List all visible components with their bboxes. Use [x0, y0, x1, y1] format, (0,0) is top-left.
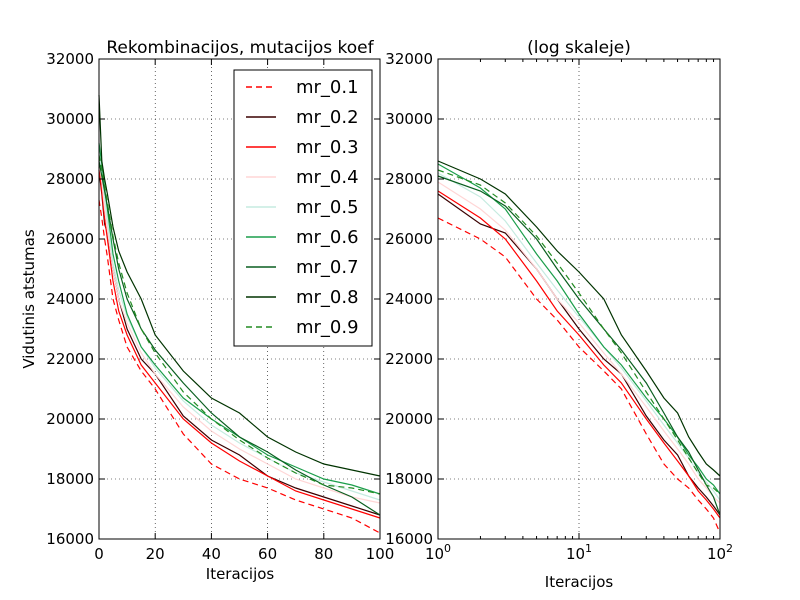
legend-label: mr_0.1: [296, 77, 359, 98]
right-y-tick-label: 30000: [385, 110, 433, 128]
legend-label: mr_0.6: [296, 227, 359, 248]
legend-label: mr_0.8: [296, 287, 359, 308]
left-chart-title: Rekombinacijos, mutacijos koef: [106, 38, 374, 58]
legend-label: mr_0.3: [296, 137, 359, 158]
left-y-tick-label: 28000: [46, 170, 94, 188]
legend-frame: [233, 69, 373, 347]
right-y-tick-label: 32000: [385, 50, 433, 68]
legend: mr_0.1 mr_0.2 mr_0.3 mr_0.4 mr_0.5 mr_0.6 mr_0…: [233, 69, 373, 347]
right-x-axis-label: Iteracijos: [545, 573, 614, 591]
left-x-tick-label: 40: [202, 545, 221, 563]
left-x-axis-label: Iteracijos: [206, 565, 275, 583]
series-line-mr-0-1: [437, 217, 721, 534]
left-y-tick-label: 32000: [46, 50, 94, 68]
left-x-tick-label: 0: [94, 545, 104, 563]
series-line-mr-0-8: [98, 94, 381, 477]
right-chart-title: (log skaleje): [527, 38, 631, 58]
series-line-mr-0-3: [98, 166, 381, 519]
right-ticks: 100 101 102 16000 18000 20000 22000 24000 26000 2…: [385, 50, 733, 563]
right-y-tick-label: 16000: [385, 530, 433, 548]
right-y-tick-label: 22000: [385, 350, 433, 368]
left-y-axis-label: Vidutinis atstumas: [20, 229, 38, 369]
right-y-tick-label: 26000: [385, 230, 433, 248]
right-y-tick-label: 24000: [385, 290, 433, 308]
series-line-mr-0-7: [98, 160, 381, 516]
left-y-tick-label: 24000: [46, 290, 94, 308]
left-x-tick-label: 100: [366, 545, 395, 563]
right-x-tick-label: 102: [707, 542, 733, 563]
series-line-mr-0-9: [98, 154, 381, 495]
series-line-mr-0-4: [98, 160, 381, 504]
right-chart-panel: 100 101 102 16000 18000 20000 22000 24000 26000 2…: [385, 38, 733, 591]
left-y-tick-label: 20000: [46, 410, 94, 428]
series-line-mr-0-2: [437, 193, 721, 516]
series-line-mr-0-7: [437, 175, 721, 516]
left-x-tick-label: 80: [314, 545, 333, 563]
series-line-mr-0-5: [98, 151, 381, 501]
left-y-tick-label: 22000: [46, 350, 94, 368]
series-line-mr-0-4: [437, 181, 721, 504]
series-line-mr-0-9: [437, 169, 721, 495]
left-chart-panel: 0 20 40 60 80 100 16000 18000 20000 22000 24000 260…: [20, 38, 394, 583]
left-y-tick-label: 16000: [46, 530, 94, 548]
series-line-mr-0-3: [437, 190, 721, 519]
right-y-tick-label: 20000: [385, 410, 433, 428]
left-ticks: 0 20 40 60 80 100 16000 18000 20000 22000 24000 260…: [46, 50, 394, 563]
left-y-tick-label: 26000: [46, 230, 94, 248]
right-series-lines: [437, 160, 721, 534]
right-x-tick-label: 100: [425, 542, 451, 563]
left-x-tick-label: 60: [258, 545, 277, 563]
series-line-mr-0-6: [437, 163, 721, 495]
right-y-tick-label: 18000: [385, 470, 433, 488]
legend-label: mr_0.4: [296, 167, 359, 188]
right-x-tick-label: 101: [566, 542, 592, 563]
left-y-tick-label: 30000: [46, 110, 94, 128]
right-y-tick-label: 28000: [385, 170, 433, 188]
legend-label: mr_0.7: [296, 257, 359, 278]
legend-label: mr_0.2: [296, 107, 359, 128]
left-series-lines: [98, 94, 381, 534]
series-line-mr-0-8: [437, 160, 721, 477]
left-y-tick-label: 18000: [46, 470, 94, 488]
series-line-mr-0-1: [98, 199, 381, 534]
left-x-tick-label: 20: [146, 545, 165, 563]
legend-label: mr_0.5: [296, 197, 359, 218]
legend-label: mr_0.9: [296, 317, 359, 338]
